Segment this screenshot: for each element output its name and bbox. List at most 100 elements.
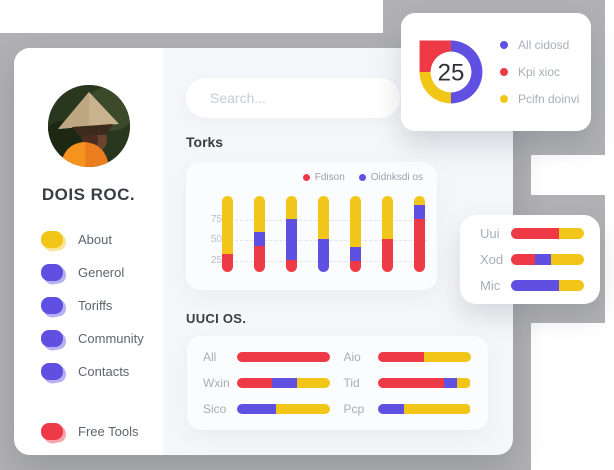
bar-row-mic: Mic (480, 274, 600, 296)
bar-segment-purple (511, 279, 560, 291)
profile-name: DOIS ROC. (41, 185, 136, 204)
legend-item-fdison: Fdison (302, 172, 345, 183)
content-area: Torks Fdison Oidnksdi os 75 50 25 UUCI OS… (163, 48, 513, 455)
bar-segment-red (237, 352, 330, 362)
bar-row-wxin: Wxin (203, 370, 332, 396)
sidebar-item-generol[interactable]: Generol (14, 256, 163, 289)
stacked-bar (377, 404, 471, 414)
bar-segment-yellow (276, 404, 330, 414)
legend-item-all-cidosd: All cidosd (500, 38, 579, 52)
bar-segment-yellow (559, 228, 584, 240)
bar-segment-yellow (222, 196, 233, 254)
avatar (47, 85, 130, 167)
blob-core (41, 423, 63, 440)
donut-stat-card: 25 All cidosd Kpi xioc Pcifn doinvi (401, 13, 591, 131)
bar-segment-purple (350, 246, 361, 261)
legend-label: Pcifn doinvi (518, 92, 580, 106)
bar-row-pcp: Pcp (344, 396, 473, 422)
sidebar-item-toriffs[interactable]: Toriffs (14, 289, 163, 322)
sidebar: DOIS ROC. About Generol Toriffs Community Co… (14, 48, 163, 455)
stacked-bar (286, 196, 297, 272)
sidebar-item-community[interactable]: Community (14, 322, 163, 355)
bar-segment-yellow (414, 196, 425, 206)
legend-dot-icon (500, 95, 508, 103)
torks-legend: Fdison Oidnksdi os (302, 172, 423, 183)
bar-segment-purple (286, 218, 297, 260)
uuci-chart-card: All Wxin Sico Aio Tid Pcp (187, 336, 488, 430)
legend-label: Fdison (314, 172, 345, 183)
legend-label: Kpi xioc (518, 65, 561, 79)
stacked-bar (237, 404, 330, 414)
sidebar-item-free-tools[interactable]: Free Tools (14, 415, 163, 448)
stacked-bar (511, 228, 584, 240)
bar-segment-yellow (457, 378, 471, 388)
bar-row-label: All (203, 350, 217, 364)
legend-label: Oidnksdi os (370, 172, 423, 183)
blob-core (41, 330, 63, 347)
legend-item-pcifn-doinvi: Pcifn doinvi (500, 92, 579, 106)
generol-icon (41, 264, 68, 286)
bar-segment-red (377, 378, 445, 388)
bar-segment-yellow (404, 404, 471, 414)
bar-row-tid: Tid (344, 370, 473, 396)
avatar-illustration (47, 85, 130, 167)
bar-row-label: Xod (480, 251, 504, 267)
stacked-bar (237, 352, 330, 362)
bar-segment-yellow (350, 196, 361, 247)
stacked-bar (511, 279, 584, 291)
bar-segment-red (382, 238, 393, 272)
bar-segment-purple (377, 404, 405, 414)
sidebar-menu: About Generol Toriffs Community Contacts Free… (14, 223, 163, 448)
sidebar-item-contacts[interactable]: Contacts (14, 355, 163, 388)
bar-segment-purple (272, 378, 297, 388)
about-icon (41, 231, 68, 253)
bar-segment-red (286, 259, 297, 272)
stacked-bar (318, 196, 329, 272)
blob-core (41, 297, 63, 314)
sidebar-item-label: Contacts (78, 364, 130, 379)
bar-segment-purple (237, 404, 277, 414)
bar-row-all: All (203, 344, 332, 370)
bar-segment-yellow (382, 196, 393, 239)
bar-row-label: Mic (480, 277, 501, 293)
bar-segment-purple (318, 239, 329, 272)
free-tools-icon (41, 423, 68, 445)
legend-item-kpi-xioc: Kpi xioc (500, 65, 579, 79)
bar-segment-yellow (286, 196, 297, 219)
y-axis-tick: 50 (210, 234, 222, 245)
search-input[interactable] (186, 78, 400, 118)
bar-row-label: Aio (343, 350, 361, 364)
bar-row-label: Uui (480, 226, 500, 242)
stacked-bar (382, 196, 393, 272)
stacked-bar (414, 196, 425, 272)
sidebar-item-label: About (78, 232, 112, 247)
torks-section-title: Torks (186, 134, 224, 150)
stacked-bar (237, 378, 330, 388)
bar-row-label: Wxin (203, 376, 230, 390)
uuci-right-column: Aio Tid Pcp (344, 344, 473, 422)
legend-dot-icon (358, 174, 366, 181)
bar-segment-purple (414, 205, 425, 219)
bar-row-sico: Sico (203, 396, 332, 422)
bar-row-label: Tid (343, 376, 360, 390)
sidebar-item-about[interactable]: About (14, 223, 163, 256)
bar-segment-yellow (296, 378, 330, 388)
torks-bars (222, 196, 425, 272)
donut-chart: 25 (419, 40, 483, 104)
bar-row-aio: Aio (344, 344, 473, 370)
community-icon (41, 330, 68, 352)
toriffs-icon (41, 297, 68, 319)
blob-core (41, 363, 63, 380)
bar-row-xod: Xod (480, 248, 600, 270)
bar-segment-yellow (559, 279, 584, 291)
bar-segment-red (511, 228, 560, 240)
contacts-icon (41, 363, 68, 385)
bar-segment-purple (254, 232, 265, 247)
bar-segment-red (511, 253, 536, 265)
bar-segment-purple (535, 253, 552, 265)
donut-center-value: 25 (438, 59, 465, 86)
donut-legend: All cidosd Kpi xioc Pcifn doinvi (500, 38, 579, 106)
bar-segment-red (254, 246, 265, 272)
blob-core (41, 231, 63, 248)
